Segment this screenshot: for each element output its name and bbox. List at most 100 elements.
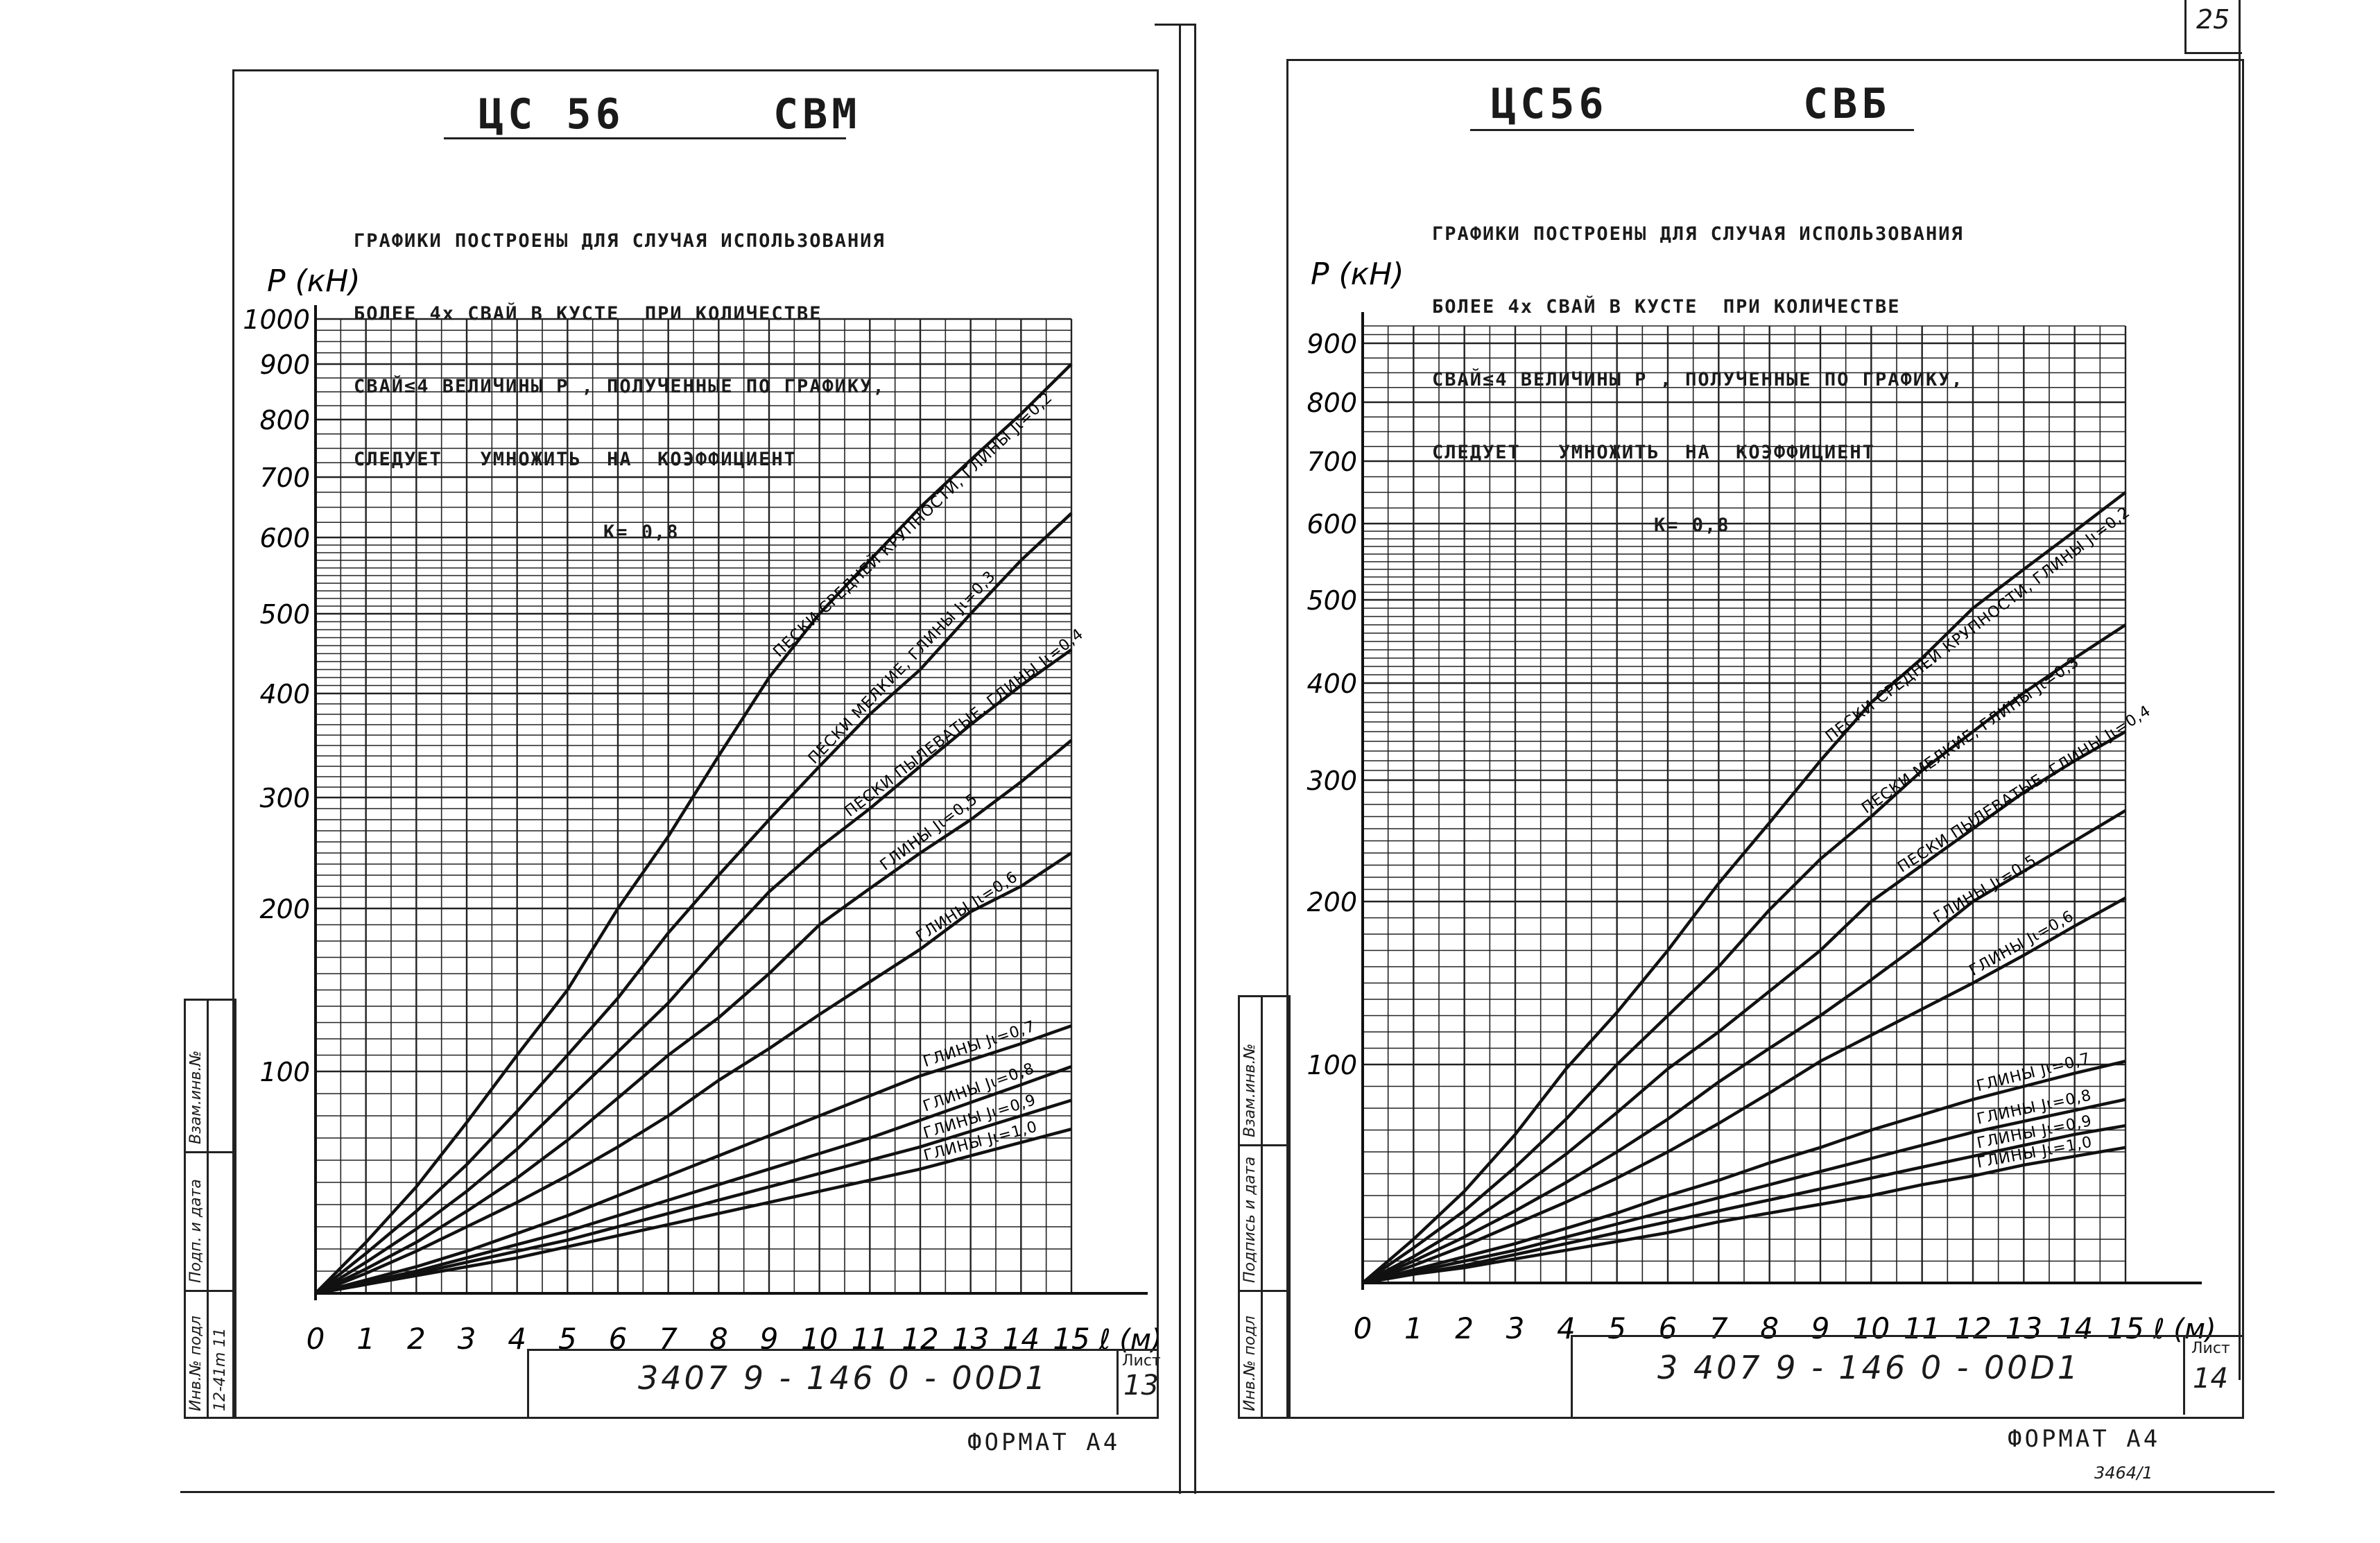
series-line-2 [1361,623,2127,1284]
sheet-1-sheet-box [1116,1349,1157,1415]
sheet-2-title-right: СВБ [1803,80,1891,128]
x-tick-label: 3 [1506,1311,1525,1345]
sheet-2-sidebar-sep-1 [1238,1290,1288,1292]
sheet-2-sidebar-text-2: Подпись и дата [1241,1156,1259,1283]
series-line-9 [315,1128,1072,1295]
series-line-2 [314,512,1073,1295]
x-tick-label: 9 [1811,1311,1830,1345]
x-tick-label: 13 [2006,1311,2042,1345]
x-tick-label: 4 [508,1322,526,1356]
y-tick-label: 800 [259,405,310,436]
y-tick-label: 200 [259,894,310,924]
x-tick-label: 3 [458,1322,476,1356]
y-tick-label: 400 [259,679,310,709]
sheet-1-note-line-4: СЛЕДУЕТ УМНОЖИТЬ НА КОЭФФИЦИЕНТ [354,449,797,470]
x-tick-label: 5 [1607,1311,1626,1345]
series-line-5 [315,852,1073,1295]
x-tick-label: 0 [1354,1311,1372,1345]
y-tick-label: 300 [259,783,310,813]
y-tick-label: 100 [1307,1050,1357,1080]
y-tick-label: 500 [1307,585,1357,616]
sheet-1-note-line-1: ГРАФИКИ ПОСТРОЕНЫ ДЛЯ СЛУЧАЯ ИСПОЛЬЗОВАН… [354,230,886,252]
x-tick-label: 2 [407,1322,426,1356]
x-tick-label: 0 [307,1322,325,1356]
y-tick-label: 800 [1307,388,1357,418]
spine-right [1194,24,1196,1494]
series-label-4: ГЛИНЫ Jι=0,5 [877,791,981,874]
y-tick-label: 300 [1307,766,1357,796]
x-tick-label: 14 [2056,1311,2093,1345]
series-line-8 [1362,1123,2126,1285]
y-tick-label: 900 [259,350,310,380]
x-tick-label: 7 [1709,1311,1728,1345]
y-tick-label: 600 [1307,509,1357,540]
series-line-6 [1362,1060,2126,1285]
sheet-2-sheet-label: Лист [2191,1340,2230,1357]
top-rule [1155,24,1196,26]
sheet-2-sheet-number: 14 [2193,1363,2228,1395]
page-number: 25 [2196,4,2230,35]
series-line-5 [1362,896,2127,1285]
x-tick-label: 1 [356,1322,375,1356]
sheet-2-sidebar-sep-2 [1238,1144,1288,1146]
sheet-1-title-right: СВМ [773,90,861,139]
spine-left [1179,24,1181,1494]
x-tick-label: 15 [2107,1311,2144,1345]
sheet-1-sidebar-sep-1 [184,1290,234,1292]
sheet-2-title-left: ЦС56 [1491,80,1608,128]
sheet-1-format: ФОРМАТ А4 [967,1429,1121,1456]
y-tick-label: 500 [259,599,310,630]
sheet-2-sidebar-text-1: Инв.№ подл [1241,1316,1259,1411]
sheet-1-sidebar-value: 12-41m 11 [212,1327,229,1411]
sheet-2-sheet-box [2183,1335,2242,1415]
y-tick-label: 100 [259,1057,310,1087]
x-tick-label: 11 [1904,1311,1940,1345]
y-tick-label: 900 [1307,329,1357,359]
right-edge [2239,0,2241,1380]
x-tick-label: 8 [1760,1311,1779,1345]
sheet-1-note-line-5: К= 0,8 [603,521,680,543]
sheet-2-stamp [1571,1335,2244,1419]
x-tick-label: 10 [1853,1311,1890,1345]
sheet-2-note-line-1: ГРАФИКИ ПОСТРОЕНЫ ДЛЯ СЛУЧАЯ ИСПОЛЬЗОВАН… [1432,223,1964,245]
sheet-2-sidebar-divider [1261,995,1263,1417]
series-label-3: ПЕСКИ ПЫЛЕВАТЫЕ, ГЛИНЫ Jι=0,4 [842,626,1087,820]
page-bottom-note: 3464/1 [2094,1463,2153,1483]
series-label-1: ПЕСКИ СРЕДНЕЙ КРУПНОСТИ, ГЛИНЫ Jι=0,2 [1822,503,2134,745]
y-tick-label: 700 [1307,447,1357,477]
series-line-3 [314,648,1073,1295]
sheet-1-sidebar-text-3: Взам.инв.№ [187,1050,205,1144]
series-label-5: ГЛИНЫ Jι=0,6 [913,868,1021,946]
sheet-1-title-left: ЦС 56 [478,90,625,139]
series-line-6 [315,1024,1072,1295]
y-axis-label: Р (кН) [1311,257,1404,292]
sheet-1-sidebar [184,999,236,1419]
sheet-1-sidebar-text-2: Подп. и дата [187,1179,205,1283]
x-tick-label: 12 [1954,1311,1991,1345]
sheet-2-sidebar [1238,995,1291,1419]
x-tick-label: 1 [1404,1311,1423,1345]
y-tick-label: 600 [259,523,310,553]
sheet-2-note-line-5: К= 0,8 [1654,515,1730,536]
sheet-1-sheet-number: 13 [1123,1370,1159,1402]
sheet-1-sidebar-sep-2 [184,1151,234,1153]
series-label-1: ПЕСКИ СРЕДНЕЙ КРУПНОСТИ, ГЛИНЫ Jι=0,2 [770,388,1056,661]
series-line-7 [315,1064,1072,1295]
sheet-1-title-underline [444,137,846,139]
series-label-5: ГЛИНЫ Jι=0,6 [1967,908,2077,980]
y-tick-label: 1000 [243,304,310,335]
series-line-9 [1362,1146,2126,1285]
sheet-2-sidebar-text-3: Взам.инв.№ [1241,1043,1259,1137]
sheet-1-sheet-label: Лист [1122,1352,1161,1370]
sheet-2-title-underline [1470,129,1914,131]
series-line-1 [314,363,1073,1295]
page-number-box: 25 [2184,0,2242,54]
y-axis-label: Р (кН) [267,264,361,299]
sheet-2-format: ФОРМАТ А4 [2008,1425,2161,1453]
sheet-1-stamp-code: 3407 9 - 146 0 - 00D1 [638,1359,1049,1397]
series-line-4 [1362,809,2127,1285]
x-tick-label: 6 [1659,1311,1678,1345]
sheet-2-note-line-2: БОЛЕЕ 4х СВАЙ В КУСТЕ ПРИ КОЛИЧЕСТВЕ [1432,296,1901,318]
